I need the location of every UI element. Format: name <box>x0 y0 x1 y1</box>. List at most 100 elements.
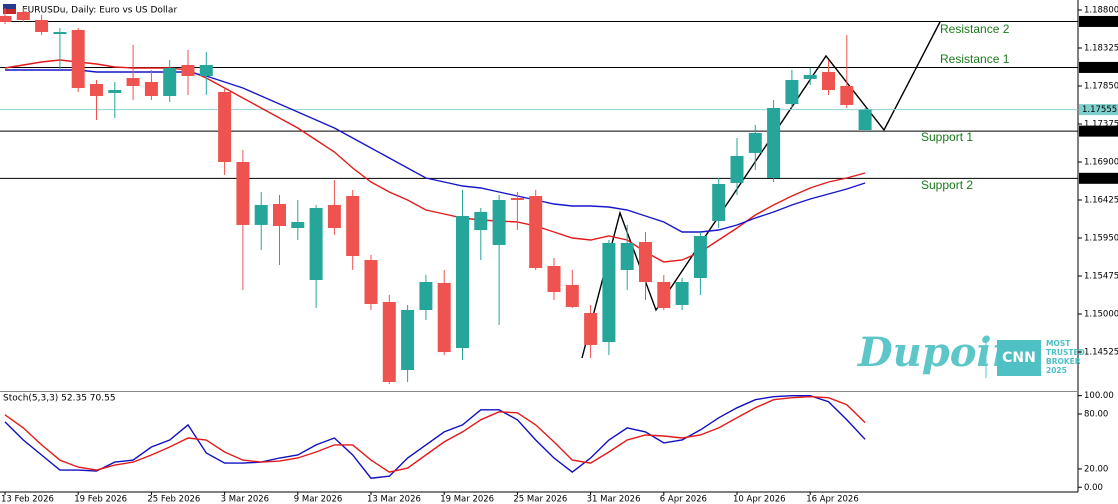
candle-body <box>144 82 158 96</box>
y-tick-label: 80.00 <box>1084 409 1108 419</box>
indicator-title: Stoch(5,3,3) 52.35 70.55 <box>3 394 116 404</box>
level-price-box <box>1079 15 1118 27</box>
y-tick-label: 1.15950 <box>1084 234 1118 244</box>
x-tick-label: 13 Mar 2026 <box>367 495 421 504</box>
x-tick-label: 25 Mar 2026 <box>513 495 567 504</box>
badge-text: BROKER <box>1046 357 1081 366</box>
level-price-label: 1.18657 <box>1082 17 1117 27</box>
level-price-label: 1.17286 <box>1082 127 1117 137</box>
candle-body <box>53 32 67 34</box>
candle-body <box>730 156 744 183</box>
badge-text: TRUSTED <box>1046 348 1085 357</box>
level-label: Resistance 2 <box>940 22 1010 36</box>
candle-body <box>510 198 524 200</box>
level-label: Resistance 1 <box>940 52 1010 66</box>
x-tick-label: 19 Feb 2026 <box>74 495 127 504</box>
candle-body <box>382 302 396 382</box>
y-tick-label: 0.00 <box>1084 483 1103 493</box>
candle-body <box>364 260 378 304</box>
candle-body <box>858 109 872 130</box>
candle-body <box>199 64 213 76</box>
symbol-flag-part <box>3 9 16 14</box>
candle-body <box>419 282 433 310</box>
candle-body <box>90 84 103 96</box>
candle-body <box>584 312 598 345</box>
candle-body <box>767 108 781 178</box>
candle-body <box>108 90 122 93</box>
y-tick-label: 1.17375 <box>1084 120 1118 130</box>
y-tick-label: 1.16900 <box>1084 158 1118 168</box>
x-tick-label: 25 Feb 2026 <box>147 495 200 504</box>
level-price-box <box>1079 172 1118 184</box>
candle-body <box>840 86 854 105</box>
x-tick-label: 9 Mar 2026 <box>294 495 342 504</box>
candle-body <box>693 236 707 278</box>
x-tick-label: 31 Mar 2026 <box>587 495 641 504</box>
oscillator-line <box>4 395 866 473</box>
y-tick-label: 20.00 <box>1084 464 1108 474</box>
chart-title: EURUSDu, Daily: Euro vs US Dollar <box>22 6 177 16</box>
moving-average <box>5 69 866 233</box>
level-price-label: 1.16696 <box>1082 174 1117 184</box>
level-price-label: 1.18082 <box>1082 63 1117 73</box>
candle-body <box>492 200 506 245</box>
x-tick-label: 3 Mar 2026 <box>221 495 269 504</box>
moving-average <box>4 59 866 263</box>
candle-body <box>748 132 762 153</box>
candle-body <box>236 162 250 225</box>
candle-body <box>639 242 652 282</box>
candle-body <box>822 72 835 90</box>
candle-body <box>474 212 488 230</box>
oscillator-line <box>4 395 866 479</box>
candle-body <box>218 92 232 162</box>
candle-body <box>456 216 469 348</box>
candle-body <box>675 282 689 305</box>
candle-body <box>565 284 579 307</box>
candle-body <box>547 266 561 292</box>
candle-body <box>163 68 177 96</box>
badge-box <box>997 340 1041 376</box>
y-tick-label: 1.17850 <box>1084 82 1118 92</box>
candle-body <box>602 242 616 342</box>
badge-text: 2025 <box>1046 366 1067 375</box>
current-price-label: 1.17555 <box>1082 105 1117 115</box>
candle-body <box>437 282 451 352</box>
candle-body <box>35 20 49 32</box>
candle-body <box>291 222 305 228</box>
candle-body <box>712 184 726 221</box>
candle-body <box>657 282 671 308</box>
watermark: Dupoin CNN <box>857 329 1041 378</box>
y-tick-label: 1.15475 <box>1084 272 1118 282</box>
brand: Dupoin <box>857 329 1021 376</box>
badge-text: MOST <box>1046 339 1071 348</box>
candle-body <box>181 64 195 76</box>
candle-body <box>0 16 12 22</box>
candle-body <box>803 74 817 79</box>
level-label: Support 1 <box>921 130 973 144</box>
x-tick-label: 6 Apr 2026 <box>660 495 707 504</box>
candle-body <box>529 196 543 268</box>
x-tick-label: 13 Feb 2026 <box>1 495 54 504</box>
candle-body <box>346 196 360 256</box>
badge: CNN <box>1002 350 1036 366</box>
candle-body <box>71 30 85 88</box>
level-price-box <box>1079 61 1118 73</box>
current-price-box <box>1079 104 1118 116</box>
x-tick-label: 10 Apr 2026 <box>733 495 786 504</box>
x-tick-label: 16 Apr 2026 <box>806 495 859 504</box>
x-tick-label: 19 Mar 2026 <box>440 495 494 504</box>
candle-body <box>273 204 286 226</box>
y-tick-label: 1.18800 <box>1084 6 1118 16</box>
level-price-box <box>1079 125 1118 137</box>
candle-body <box>401 310 415 370</box>
y-tick-label: 1.16425 <box>1084 196 1118 206</box>
candle-body <box>327 204 341 228</box>
y-tick-label: 100.00 <box>1084 391 1114 401</box>
y-tick-label: 1.15000 <box>1084 310 1118 320</box>
candle-body <box>620 242 634 270</box>
candle-body <box>254 204 268 225</box>
y-tick-label: 1.14525 <box>1084 348 1118 358</box>
